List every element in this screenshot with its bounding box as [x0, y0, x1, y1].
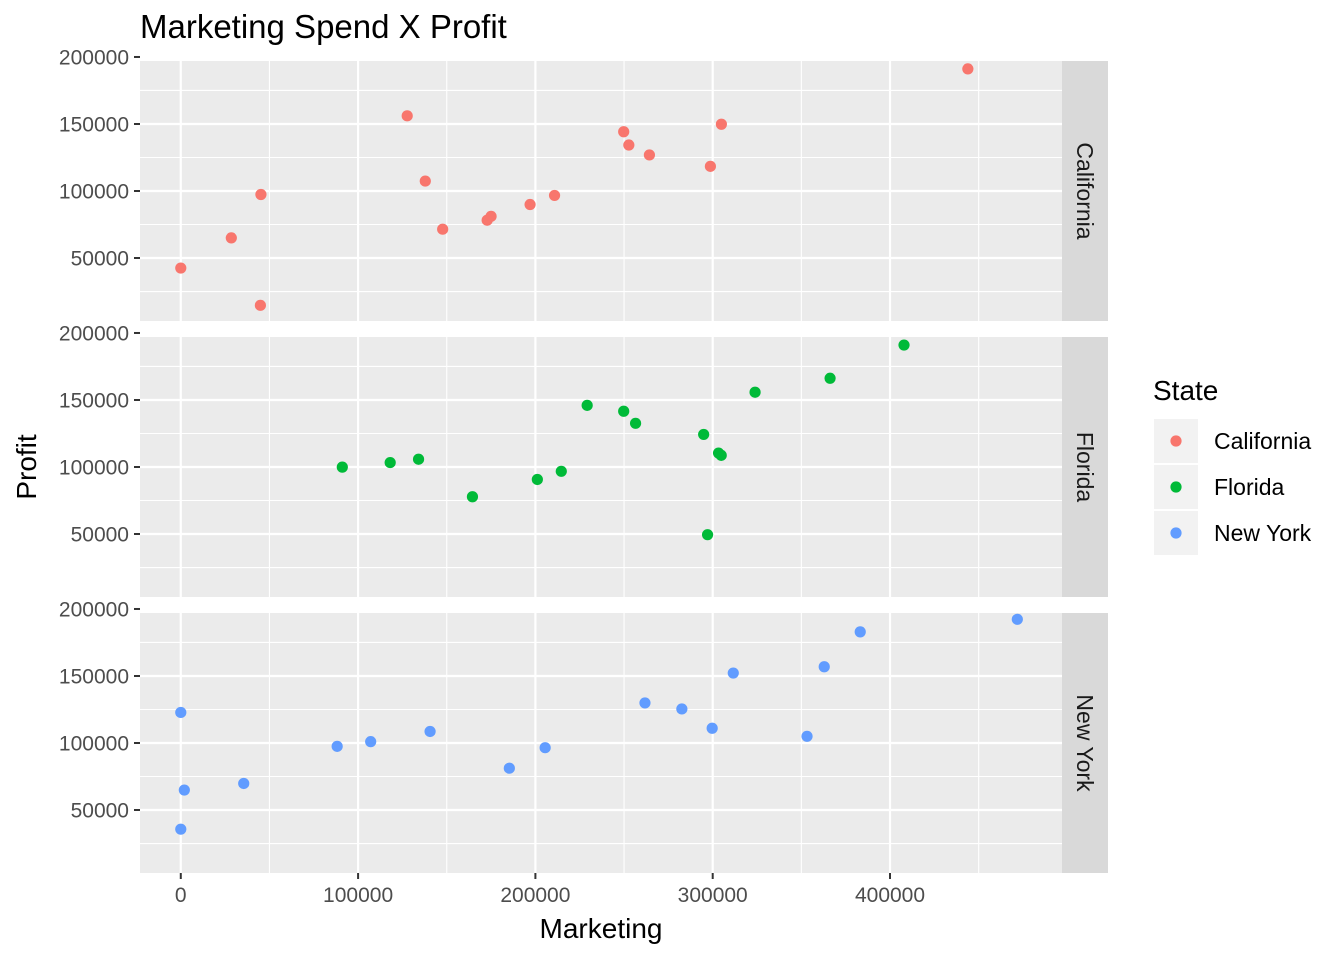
facet-strip-label: Florida	[1072, 432, 1098, 503]
data-point	[618, 126, 630, 138]
data-point	[225, 232, 237, 244]
data-point	[175, 262, 187, 274]
data-point	[715, 118, 727, 130]
legend-title: State	[1153, 375, 1218, 406]
y-tick-label: 150000	[59, 389, 129, 412]
data-point	[706, 722, 718, 734]
data-point	[539, 742, 551, 754]
y-tick-label: 150000	[59, 665, 129, 688]
legend-label: California	[1214, 428, 1311, 454]
x-tick-label: 300000	[678, 884, 748, 907]
facet-strip	[1062, 613, 1108, 873]
data-point	[412, 453, 425, 465]
legend: State California Florida New York	[1153, 375, 1312, 555]
data-point	[531, 473, 543, 486]
facet-strip	[1062, 61, 1108, 321]
data-point	[962, 63, 974, 75]
y-tick-label: 50000	[71, 524, 129, 547]
y-tick-label: 100000	[59, 733, 129, 756]
data-point	[336, 461, 348, 473]
legend-label: Florida	[1214, 474, 1285, 500]
facet-strip-label: New York	[1072, 694, 1098, 792]
x-tick-label: 100000	[323, 884, 393, 907]
data-point	[749, 386, 761, 398]
data-point	[175, 706, 187, 719]
data-point	[384, 456, 396, 469]
data-point	[618, 405, 630, 417]
y-tick-label: 200000	[59, 598, 129, 621]
y-tick-label: 150000	[59, 113, 129, 136]
x-axis: 0 100000 200000 300000 400000	[175, 873, 925, 907]
data-point	[485, 210, 497, 222]
y-axis-title: Profit	[11, 434, 42, 500]
data-point	[676, 703, 688, 715]
y-tick-label: 200000	[59, 322, 129, 345]
data-point	[401, 110, 413, 122]
legend-entry: Florida	[1154, 465, 1285, 509]
data-point	[331, 740, 343, 752]
data-point	[424, 725, 436, 738]
chart-title: Marketing Spend X Profit	[140, 8, 507, 45]
x-tick-label: 200000	[500, 884, 570, 907]
facet-florida: 50000 100000 150000 200000 Florida	[59, 322, 1108, 597]
data-point	[623, 139, 635, 151]
legend-key-point	[1170, 527, 1182, 539]
data-point	[548, 189, 561, 202]
legend-label: New York	[1214, 520, 1312, 546]
data-point	[254, 299, 266, 311]
x-tick-label: 400000	[855, 884, 925, 907]
x-tick-label: 0	[175, 884, 187, 907]
legend-entry: New York	[1154, 511, 1312, 555]
data-point	[715, 449, 727, 461]
data-point	[629, 417, 642, 429]
legend-entry: California	[1154, 419, 1311, 463]
data-point	[818, 661, 830, 673]
data-point	[524, 198, 536, 211]
data-point	[365, 736, 377, 748]
data-point	[701, 529, 714, 541]
data-point	[801, 730, 813, 742]
data-point	[824, 372, 836, 384]
x-axis-title: Marketing	[540, 913, 663, 944]
data-point	[1011, 613, 1023, 625]
data-point	[643, 149, 656, 161]
data-point	[555, 465, 567, 477]
legend-key-point	[1170, 435, 1182, 447]
data-point	[727, 667, 739, 679]
y-tick-label: 100000	[59, 181, 129, 204]
data-point	[419, 175, 431, 187]
facet-strip	[1062, 337, 1108, 597]
data-point	[704, 160, 716, 172]
data-point	[503, 762, 515, 774]
data-point	[639, 697, 651, 709]
data-point	[581, 399, 593, 411]
facet-strip-label: California	[1072, 142, 1098, 239]
legend-key-point	[1170, 481, 1182, 493]
y-tick-label: 50000	[71, 248, 129, 271]
facet-california: 50000 100000 150000 200000 California	[59, 46, 1108, 321]
data-point	[898, 339, 910, 351]
data-point	[238, 777, 250, 790]
y-tick-label: 200000	[59, 46, 129, 69]
data-point	[466, 491, 479, 503]
y-tick-label: 50000	[71, 800, 129, 823]
facet-new-york: 50000 100000 150000 200000 New York	[59, 598, 1108, 873]
data-point	[175, 823, 187, 835]
data-point	[255, 188, 267, 201]
data-point	[178, 784, 190, 796]
data-point	[854, 626, 866, 638]
data-point	[698, 428, 710, 441]
data-point	[437, 223, 449, 235]
facet-panels: 50000 100000 150000 200000 California 50000 10…	[59, 46, 1108, 873]
y-tick-label: 100000	[59, 457, 129, 480]
